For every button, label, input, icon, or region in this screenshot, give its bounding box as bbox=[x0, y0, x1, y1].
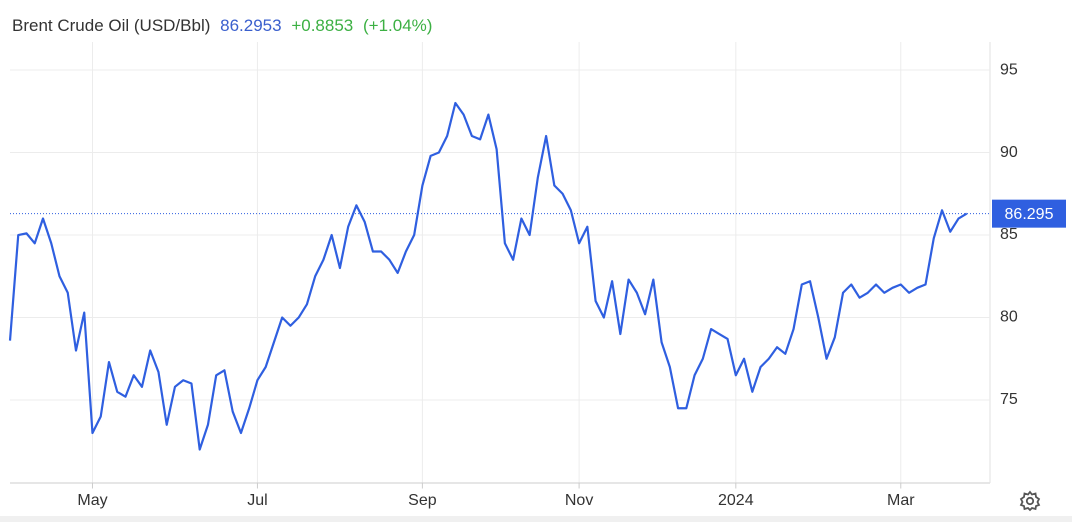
header: Brent Crude Oil (USD/Bbl) 86.2953 +0.885… bbox=[12, 16, 432, 35]
chart-title: Brent Crude Oil (USD/Bbl) bbox=[12, 16, 210, 35]
y-tick-label: 95 bbox=[1000, 61, 1018, 78]
last-price-label: 86.295 bbox=[1005, 206, 1054, 223]
x-tick-label: May bbox=[77, 492, 107, 509]
price: 86.2953 bbox=[220, 16, 281, 35]
x-tick-label: Sep bbox=[408, 492, 437, 509]
y-tick-label: 90 bbox=[1000, 144, 1018, 161]
x-tick-label: Jul bbox=[247, 492, 267, 509]
last-price-box bbox=[992, 199, 1066, 228]
y-tick-label: 80 bbox=[1000, 309, 1018, 326]
change: +0.8853 bbox=[291, 16, 353, 35]
change-pct: (+1.04%) bbox=[363, 16, 432, 35]
footer-bar bbox=[0, 516, 1072, 522]
settings-icon[interactable] bbox=[1019, 490, 1041, 512]
x-tick-label: Mar bbox=[887, 492, 915, 509]
y-tick-label: 85 bbox=[1000, 226, 1018, 243]
price-line bbox=[8, 101, 968, 451]
x-tick-label: 2024 bbox=[718, 492, 754, 509]
y-tick-label: 75 bbox=[1000, 391, 1018, 408]
x-tick-label: Nov bbox=[565, 492, 593, 509]
